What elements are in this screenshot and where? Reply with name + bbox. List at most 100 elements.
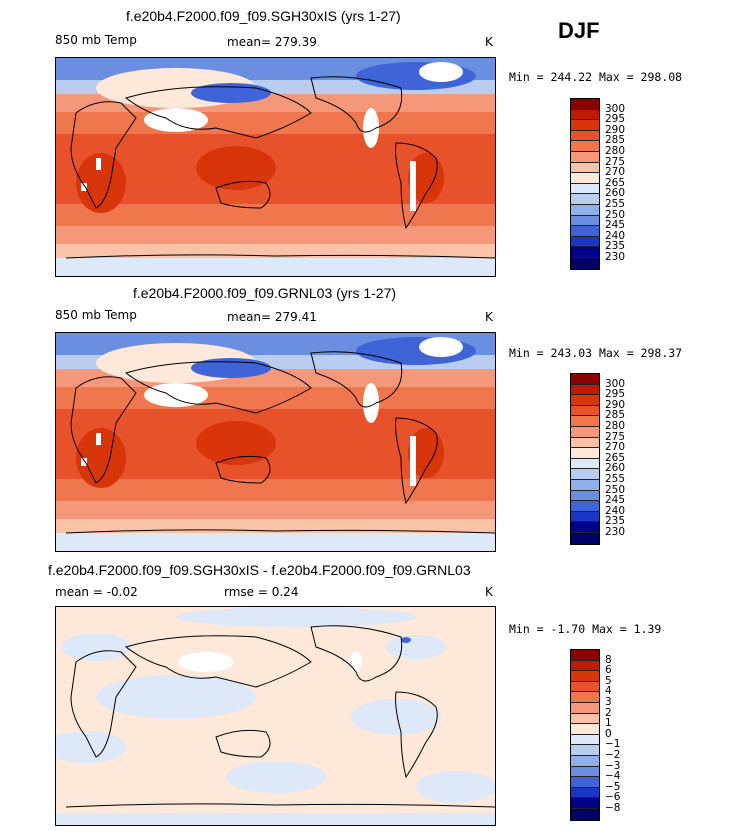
colorbar-swatch (571, 141, 599, 152)
colorbar-swatch (571, 426, 599, 438)
colorbar-tick-label: 260 (605, 187, 626, 200)
panel-1-unit: K (485, 35, 493, 49)
colorbar-swatch (571, 490, 599, 502)
colorbar-tick-label: 285 (605, 409, 626, 422)
colorbar-tick-label: 1 (605, 717, 612, 730)
colorbar-tick-label: 255 (605, 198, 626, 210)
colorbar-swatch (571, 226, 599, 237)
colorbar-tick-label: −2 (605, 749, 621, 761)
colorbar-swatch (571, 766, 599, 778)
colorbar-swatch (571, 501, 599, 512)
colorbar-swatch (571, 650, 599, 661)
colorbar-tick-label: 245 (605, 219, 626, 232)
colorbar-swatch (571, 713, 599, 725)
colorbar-tick-label: 250 (605, 483, 626, 496)
colorbar-swatch (571, 724, 599, 735)
colorbar-swatch (571, 416, 599, 427)
colorbar-tick-label: 8 (605, 653, 612, 666)
colorbar-tick-label: −5 (605, 780, 621, 793)
colorbar-swatch (571, 194, 599, 205)
difference-map-icon (56, 607, 495, 825)
colorbar-tick-label: 295 (605, 113, 626, 126)
colorbar-tick-label: 230 (605, 251, 626, 263)
panel-2-title: f.e20b4.F2000.f09_f09.GRNL03 (yrs 1-27) (133, 285, 397, 301)
colorbar-tick-label: 280 (605, 145, 626, 157)
panel-2-min-max: Min = 243.03 Max = 298.37 (509, 346, 683, 360)
colorbar-tick-label: 270 (605, 166, 626, 179)
colorbar-swatch (571, 745, 599, 756)
colorbar-tick-label: 285 (605, 134, 626, 147)
colorbar-tick-label: 240 (605, 504, 626, 517)
colorbar-swatch (571, 692, 599, 703)
colorbar-swatch (571, 448, 599, 459)
temperature-map-icon (56, 58, 495, 276)
colorbar-tick-label: 300 (605, 102, 626, 115)
colorbar-swatch (571, 395, 599, 406)
colorbar-swatch (571, 120, 599, 131)
colorbar-tick-label: 290 (605, 123, 626, 136)
panel-2-variable-label: 850 mb Temp (55, 308, 137, 322)
season-label: DJF (558, 18, 600, 43)
colorbar-swatch (571, 374, 599, 385)
colorbar-tick-label: 255 (605, 473, 626, 485)
colorbar-swatch (571, 734, 599, 746)
colorbar-swatch (571, 458, 599, 470)
colorbar-tick-label: 0 (605, 727, 612, 740)
colorbar-swatch (571, 236, 599, 248)
colorbar-tick-label: 275 (605, 155, 626, 168)
panel-3-map (55, 606, 496, 826)
colorbar-tick-label: −6 (605, 791, 621, 804)
colorbar-swatch (571, 469, 599, 480)
panel-2-mean-label: mean= 279.41 (227, 310, 317, 324)
temperature-map-icon (56, 333, 495, 551)
colorbar-swatch (571, 183, 599, 195)
colorbar-tick-label: 235 (605, 240, 626, 253)
colorbar-tick-label: 295 (605, 388, 626, 401)
colorbar-tick-label: 270 (605, 441, 626, 454)
colorbar-tick-label: 250 (605, 208, 626, 221)
colorbar-tick-label: 265 (605, 176, 626, 189)
colorbar-swatch (571, 808, 599, 820)
panel-3-unit: K (485, 585, 493, 599)
colorbar-swatch (571, 798, 599, 809)
panel-3-mean-label: mean = -0.02 (55, 585, 138, 599)
colorbar-swatch (571, 660, 599, 672)
colorbar-tick-label: 4 (605, 685, 612, 698)
colorbar-tick-label: −1 (605, 738, 621, 751)
panel-2-unit: K (485, 310, 493, 324)
colorbar-tick-label: 265 (605, 451, 626, 464)
colorbar-swatch (571, 777, 599, 788)
panel-3-title: f.e20b4.F2000.f09_f09.SGH30xIS - f.e20b4… (48, 562, 471, 578)
colorbar-swatch (571, 437, 599, 449)
colorbar-tick-label: 2 (605, 706, 612, 719)
colorbar-tick-label: −4 (605, 770, 621, 783)
colorbar-swatch (571, 151, 599, 163)
colorbar-swatch (571, 109, 599, 121)
colorbar-swatch (571, 702, 599, 714)
panel-3-colorbar (570, 649, 600, 821)
colorbar-tick-label: 275 (605, 430, 626, 443)
colorbar-swatch (571, 173, 599, 184)
colorbar-tick-label: 290 (605, 398, 626, 411)
panel-1-map (55, 57, 496, 277)
panel-1-variable-label: 850 mb Temp (55, 33, 137, 47)
panel-2-colorbar (570, 373, 600, 545)
panel-1-min-max: Min = 244.22 Max = 298.08 (509, 70, 683, 84)
panel-1-colorbar (570, 98, 600, 270)
colorbar-swatch (571, 787, 599, 799)
colorbar-tick-label: 3 (605, 696, 612, 708)
colorbar-swatch (571, 130, 599, 142)
colorbar-tick-label: 235 (605, 515, 626, 528)
colorbar-tick-label: 230 (605, 526, 626, 538)
colorbar-swatch (571, 522, 599, 533)
colorbar-swatch (571, 215, 599, 227)
colorbar-swatch (571, 204, 599, 216)
colorbar-swatch (571, 257, 599, 269)
colorbar-tick-label: 245 (605, 494, 626, 507)
colorbar-tick-label: −3 (605, 759, 621, 772)
colorbar-swatch (571, 681, 599, 693)
panel-2-map (55, 332, 496, 552)
panel-3-min-max: Min = -1.70 Max = 1.39 (509, 622, 662, 636)
colorbar-swatch (571, 405, 599, 417)
colorbar-tick-label: −8 (605, 802, 621, 814)
